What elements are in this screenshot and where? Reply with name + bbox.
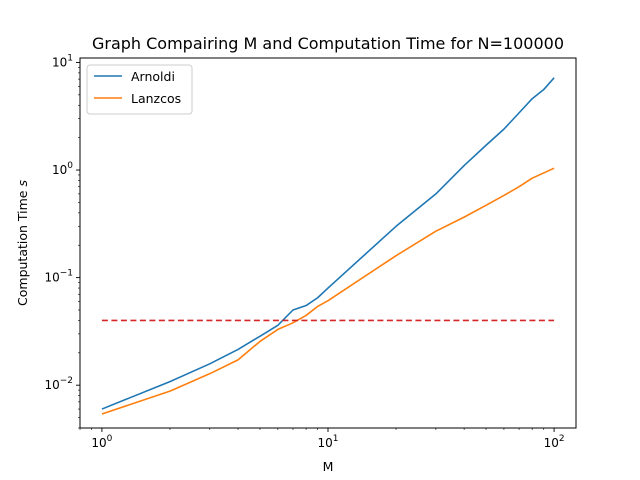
y-tick-label: 10−1 bbox=[44, 269, 73, 285]
x-axis-label: M bbox=[323, 459, 334, 474]
x-tick-label: 101 bbox=[317, 434, 338, 450]
series-layer bbox=[101, 77, 555, 415]
x-tick-label: 102 bbox=[544, 434, 565, 450]
legend-label-arnoldi: Arnoldi bbox=[131, 69, 175, 84]
legend-label-lanzcos: Lanzcos bbox=[131, 91, 181, 106]
y-axis-label: Computation Time s bbox=[15, 180, 30, 306]
y-tick-label: 10−2 bbox=[44, 376, 73, 392]
y-axis-ticks: 10−2 10−1 100 101 bbox=[44, 53, 80, 429]
legend-box bbox=[86, 64, 193, 115]
y-tick-label: 100 bbox=[52, 161, 73, 177]
x-tick-label: 100 bbox=[91, 434, 112, 450]
series-line-arnoldi bbox=[101, 77, 555, 410]
x-axis-ticks: 100 101 102 bbox=[79, 428, 565, 450]
y-axis-label-main: Computation Time bbox=[15, 187, 30, 306]
chart-title: Graph Compairing M and Computation Time … bbox=[92, 34, 564, 53]
legend: Arnoldi Lanzcos bbox=[86, 64, 193, 115]
y-tick-label: 101 bbox=[52, 53, 73, 69]
series-line-lanzcos bbox=[101, 167, 555, 415]
y-axis-label-unit: s bbox=[15, 180, 30, 187]
